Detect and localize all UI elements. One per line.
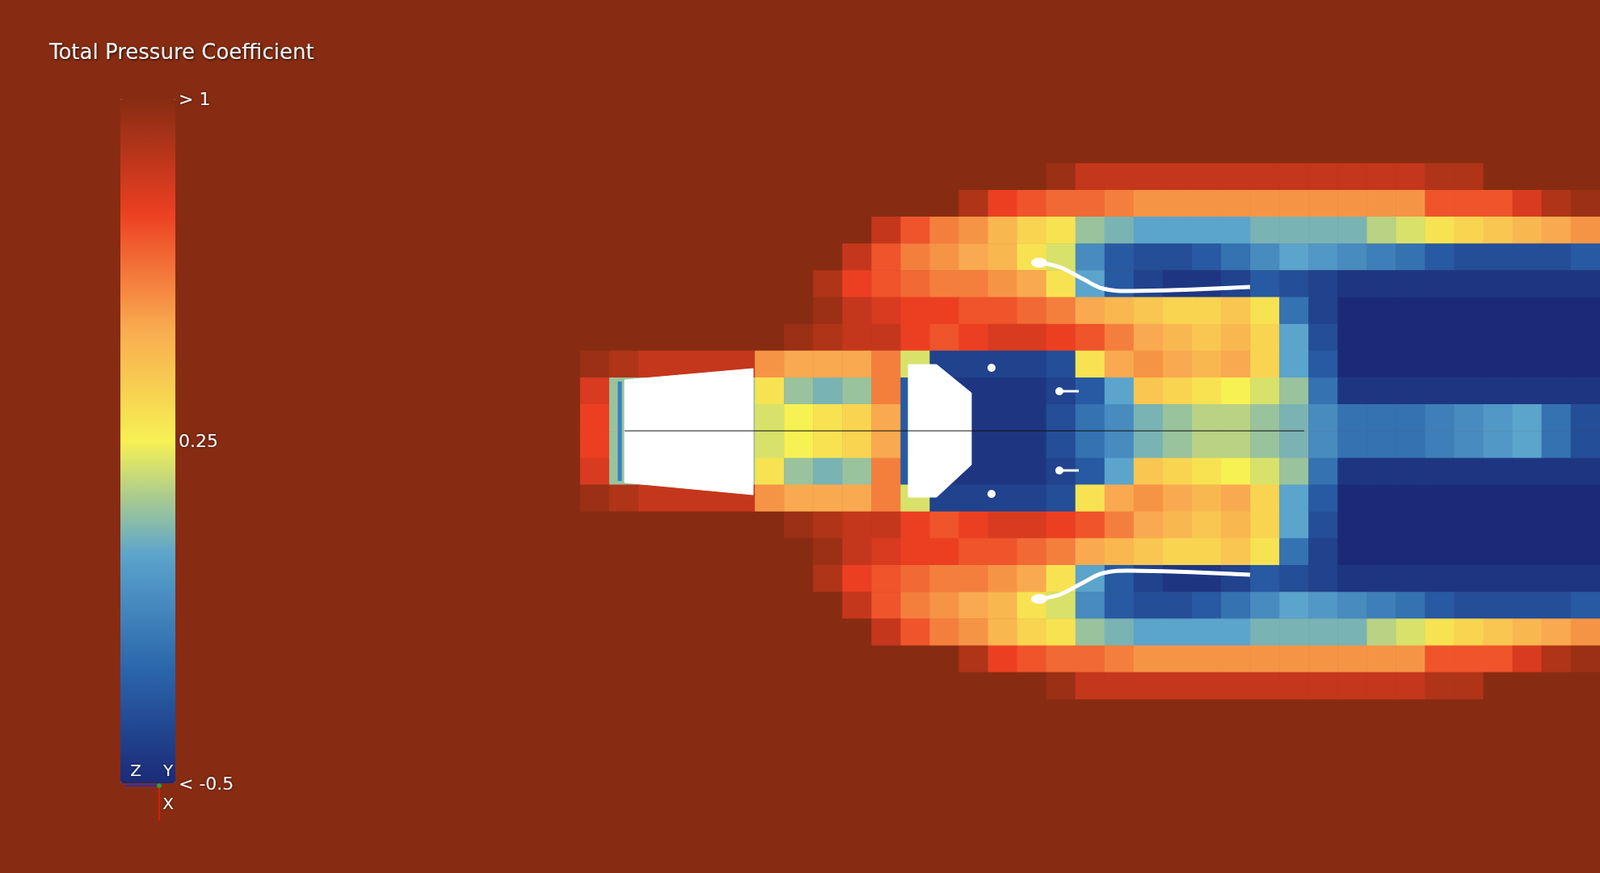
- svg-text:< -0.5: < -0.5: [178, 773, 234, 794]
- svg-text:X: X: [162, 793, 174, 813]
- svg-text:Z: Z: [130, 760, 142, 780]
- svg-text:Y: Y: [162, 760, 174, 780]
- svg-text:> 1: > 1: [178, 88, 211, 110]
- svg-text:Total Pressure Coefficient: Total Pressure Coefficient: [48, 39, 315, 64]
- svg-text:0.25: 0.25: [178, 430, 219, 451]
